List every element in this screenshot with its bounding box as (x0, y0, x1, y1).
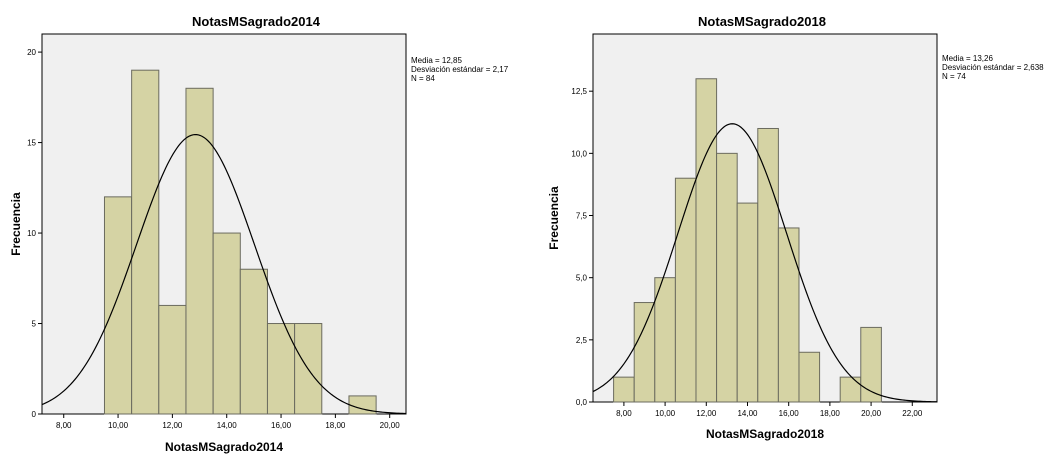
chart-title: NotasMSagrado2014 (192, 14, 321, 29)
stats-sd: Desviación estándar = 2,17 (411, 65, 509, 74)
y-tick-label: 5,0 (576, 274, 588, 283)
bar-group (103, 69, 377, 415)
histogram-bar (736, 202, 759, 403)
histogram-bar (158, 304, 187, 415)
histogram-bar (695, 78, 718, 403)
x-axis-ticks: 8,00 10,00 12,00 14,00 16,00 18,00 20,00 (56, 414, 400, 430)
histogram-bar (131, 69, 160, 415)
x-tick-label: 18,00 (820, 409, 841, 418)
x-tick-label: 16,00 (271, 421, 292, 430)
x-tick-label: 20,00 (861, 409, 882, 418)
histogram-bar (757, 127, 779, 403)
histogram-bar (239, 268, 268, 415)
bar-group (613, 78, 882, 403)
y-tick-label: 15 (27, 139, 36, 148)
chart-title: NotasMSagrado2018 (698, 14, 826, 29)
histogram-2018: NotasMSagrado2018 0,0 2,5 5,0 7,5 10,0 12,5 8… (547, 14, 1044, 441)
histogram-bar (654, 277, 676, 403)
x-tick-label: 14,00 (217, 421, 238, 430)
x-axis-title: NotasMSagrado2018 (706, 427, 824, 441)
x-tick-label: 14,00 (737, 409, 758, 418)
histogram-bar (716, 152, 738, 403)
histogram-bar (839, 376, 862, 403)
stats-n: N = 84 (411, 74, 435, 83)
histogram-bar (613, 376, 635, 403)
y-tick-label: 10,0 (571, 149, 587, 158)
stats-mean: Media = 12,85 (411, 56, 462, 65)
normal-curve (41, 133, 407, 415)
y-tick-label: 5 (32, 320, 37, 329)
y-axis-ticks: 0,0 2,5 5,0 7,5 10,0 12,5 (571, 87, 593, 407)
y-tick-label: 2,5 (576, 336, 588, 345)
y-axis-title: Frecuencia (9, 192, 23, 256)
x-tick-label: 10,00 (108, 421, 129, 430)
histogram-2014: NotasMSagrado2014 0 5 10 15 20 8,00 10,00 12,0… (9, 14, 509, 454)
stats-mean: Media = 13,26 (942, 54, 993, 63)
histogram-bar (266, 323, 296, 415)
histogram-bar (185, 87, 214, 415)
stats-box: Media = 12,85 Desviación estándar = 2,17… (411, 56, 509, 83)
x-tick-label: 10,00 (655, 409, 676, 418)
x-axis-title: NotasMSagrado2014 (165, 440, 283, 454)
histogram-bar (777, 227, 800, 403)
y-tick-label: 20 (27, 48, 36, 57)
histogram-bar (103, 196, 133, 415)
x-tick-label: 18,00 (325, 421, 346, 430)
stats-n: N = 74 (942, 72, 966, 81)
histogram-bar (674, 177, 697, 403)
histogram-bar (212, 232, 241, 415)
x-tick-label: 8,00 (56, 421, 72, 430)
x-tick-label: 8,00 (616, 409, 632, 418)
x-tick-label: 20,00 (380, 421, 401, 430)
normal-curve (592, 123, 938, 403)
x-tick-label: 16,00 (779, 409, 800, 418)
stats-box: Media = 13,26 Desviación estándar = 2,63… (942, 54, 1044, 81)
y-tick-label: 12,5 (571, 87, 587, 96)
stats-sd: Desviación estándar = 2,638 (942, 63, 1044, 72)
x-tick-label: 12,00 (162, 421, 183, 430)
y-tick-label: 0,0 (576, 398, 588, 407)
x-tick-label: 22,00 (902, 409, 923, 418)
histogram-bar (633, 302, 656, 403)
y-axis-ticks: 0 5 10 15 20 (27, 48, 42, 419)
y-tick-label: 10 (27, 229, 36, 238)
y-tick-label: 0 (32, 410, 37, 419)
x-tick-label: 12,00 (696, 409, 717, 418)
y-axis-title: Frecuencia (547, 186, 561, 250)
x-axis-ticks: 8,00 10,00 12,00 14,00 16,00 18,00 20,00 22,00 (616, 402, 923, 418)
y-tick-label: 7,5 (576, 212, 588, 221)
histogram-bar (798, 351, 821, 403)
